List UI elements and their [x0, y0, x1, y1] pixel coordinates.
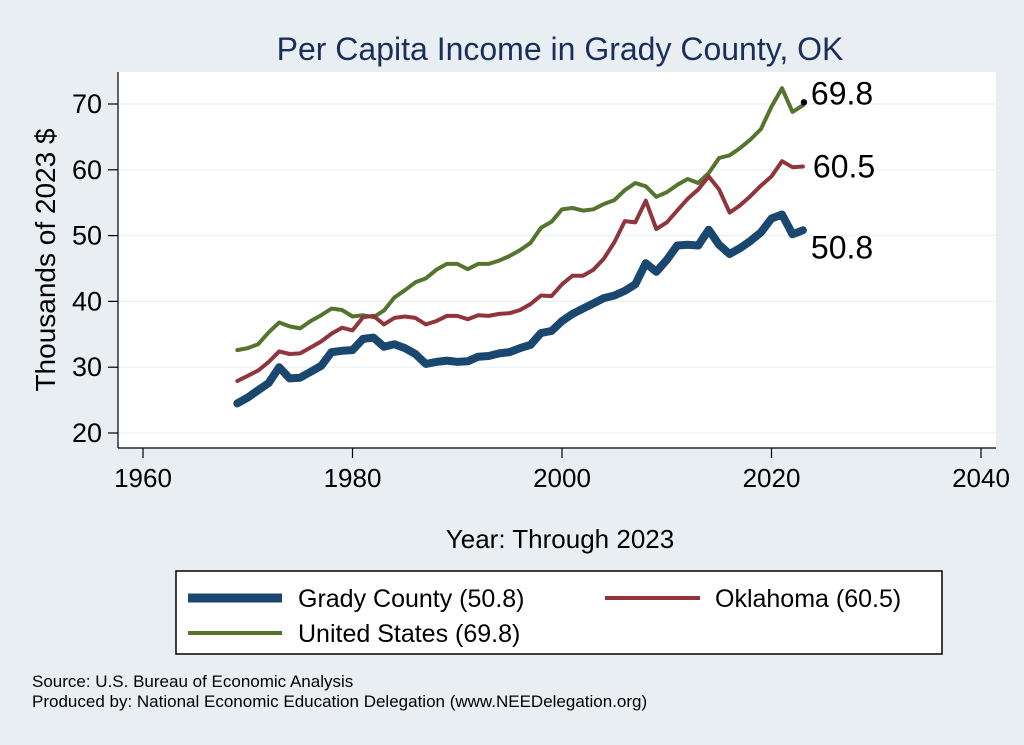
legend-label-us: United States (69.8) — [298, 620, 520, 648]
end-label-oklahoma: 60.5 — [813, 149, 875, 185]
end-labels: 50.8 60.5 69.8 — [800, 75, 875, 265]
source-line: Source: U.S. Bureau of Economic Analysis — [32, 672, 354, 691]
y-tick-label-40: 40 — [72, 286, 102, 316]
series-line-oklahoma — [235, 159, 805, 383]
axes: 20 30 40 50 60 70 1960 1980 2000 2020 2040 — [72, 72, 1010, 493]
y-tick-label-70: 70 — [72, 89, 102, 119]
end-label-grady-county: 50.8 — [811, 229, 873, 265]
legend-label-oklahoma: Oklahoma (60.5) — [715, 585, 901, 613]
x-tick-label-1960: 1960 — [114, 463, 172, 493]
x-tick-label-2000: 2000 — [533, 463, 591, 493]
end-label-united-states: 69.8 — [811, 75, 873, 111]
us-end-marker — [800, 99, 808, 106]
x-axis-label: Year: Through 2023 — [446, 524, 674, 554]
legend-label-grady: Grady County (50.8) — [298, 585, 525, 613]
y-tick-label-30: 30 — [72, 352, 102, 382]
series-lines — [233, 86, 807, 408]
y-tick-label-60: 60 — [72, 155, 102, 185]
chart-title: Per Capita Income in Grady County, OK — [277, 31, 844, 67]
legend: Grady County (50.8) Oklahoma (60.5) Unit… — [175, 570, 943, 655]
y-tick-label-20: 20 — [72, 418, 102, 448]
x-tick-label-2020: 2020 — [743, 463, 801, 493]
y-axis-label: Thousands of 2023 $ — [30, 128, 61, 392]
source-notes: Source: U.S. Bureau of Economic Analysis… — [32, 672, 647, 712]
x-tick-label-2040: 2040 — [952, 463, 1010, 493]
legend-box — [175, 570, 943, 655]
series-line-grady-county — [233, 210, 807, 408]
x-tick-label-1980: 1980 — [324, 463, 382, 493]
series-line-united-states — [235, 86, 805, 353]
produced-by-line: Produced by: National Economic Education… — [32, 692, 648, 711]
y-tick-label-50: 50 — [72, 221, 102, 251]
